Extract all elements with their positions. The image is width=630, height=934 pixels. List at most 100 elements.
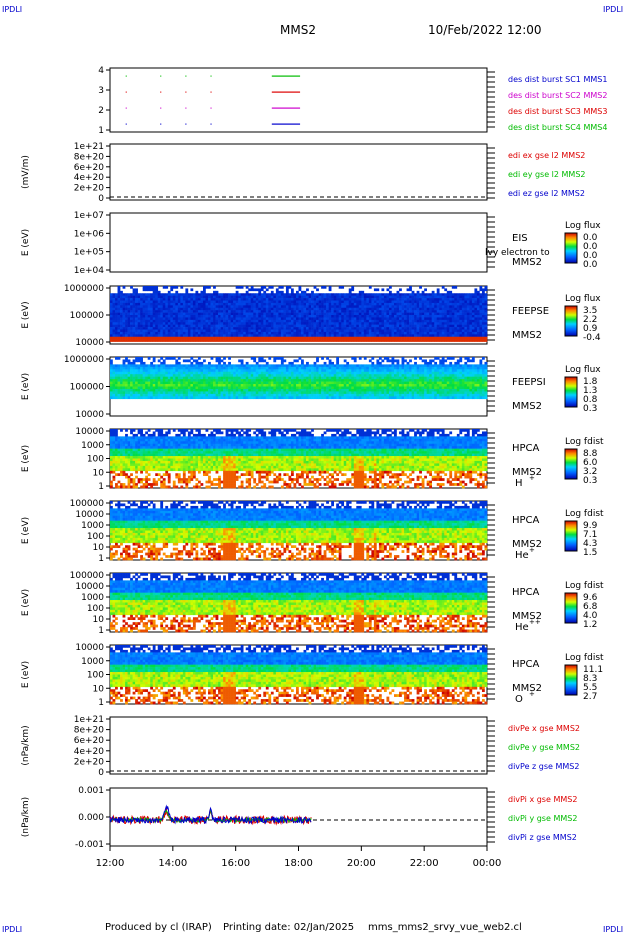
spec-cell [441,305,445,309]
spec-cell [145,374,148,377]
spec-cell [172,339,176,342]
spec-cell [326,334,329,338]
spec-cell [388,317,392,321]
spec-cell [172,315,176,318]
spec-cell [331,336,334,340]
colorbar-tick: 3.5 [583,306,597,316]
spec-cell [117,327,121,330]
spec-cell [308,310,312,313]
spec-cell [140,336,143,340]
spec-cell [110,336,113,340]
spec-cell [285,312,289,316]
spec-cell [210,300,214,304]
spec-cell [431,290,435,294]
spec-cell [295,374,299,377]
spec-cell [290,369,294,373]
spec-cell [137,393,141,397]
spec-cell [273,386,277,390]
spec-cell [170,310,174,313]
spec-cell [343,374,347,377]
spec-cell [371,305,375,309]
spec-cell [167,386,171,390]
spec-cell [391,310,395,313]
spec-cell [167,369,171,373]
spec-cell [336,315,340,318]
spec-cell [429,295,433,299]
spec-cell [140,307,143,311]
spec-cell [250,319,254,323]
spec-cell [283,322,287,325]
spec-cell [260,388,264,392]
spec-cell [177,384,181,387]
spec-cell [215,298,219,301]
spec-cell [150,298,154,301]
spec-cell [399,300,402,304]
spec-cell [160,381,164,385]
spec-cell [218,386,221,390]
spec-cell [303,302,307,306]
spec-cell [363,331,367,335]
spec-cell [321,315,324,318]
spec-cell [258,298,262,301]
spec-cell [414,327,417,330]
spec-cell [436,315,440,318]
spec-cell [338,312,342,316]
spec-cell [333,324,337,328]
spec-cell [122,371,126,375]
spec-cell [110,300,113,304]
spec-cell [220,336,224,340]
spec-cell [381,334,385,338]
spec-cell [469,295,473,299]
spec-cell [185,374,189,377]
spec-cell [306,329,309,333]
spec-cell [464,310,468,313]
spec-cell [301,322,304,325]
spec-cell [225,324,229,328]
spec-cell [182,371,186,375]
spec-cell [200,391,204,395]
spec-cell [213,339,216,342]
spec-cell [331,388,334,392]
spec-cell [190,319,194,323]
spec-cell [245,305,249,309]
spec-cell [135,290,138,294]
spec-cell [333,312,337,316]
spec-cell [137,295,141,299]
spec-cell [228,293,231,296]
spec-cell [230,322,234,325]
spec-cell [187,359,191,363]
spec-cell [220,324,224,328]
spec-cell [466,339,470,342]
spec-cell [140,379,143,382]
spec-cell [449,305,453,309]
spec-cell [160,305,164,309]
spec-cell [170,322,174,325]
spec-cell [301,359,304,363]
spec-cell [441,336,445,340]
spec-cell [238,369,241,373]
spec-cell [466,324,470,328]
spec-cell [303,312,307,316]
spec-cell [273,307,277,311]
spec-cell [135,293,138,296]
spec-cell [268,371,272,375]
spec-cell [157,298,161,301]
spec-cell [290,331,294,335]
spec-cell [220,391,224,395]
spec-cell [383,334,387,338]
spec-cell [275,384,279,387]
spec-cell [474,312,478,316]
spec-cell [142,293,146,296]
spec-cell [265,393,269,397]
spec-cell [311,334,314,338]
spec-cell [306,295,309,299]
colorbar [564,232,578,264]
spec-cell [290,327,294,330]
spec-cell [177,329,181,333]
spec-cell [243,312,247,316]
spec-cell [172,357,176,360]
spec-cell [308,364,312,368]
spec-cell [140,331,143,335]
spec-cell [479,295,483,299]
spec-cell [238,393,241,397]
